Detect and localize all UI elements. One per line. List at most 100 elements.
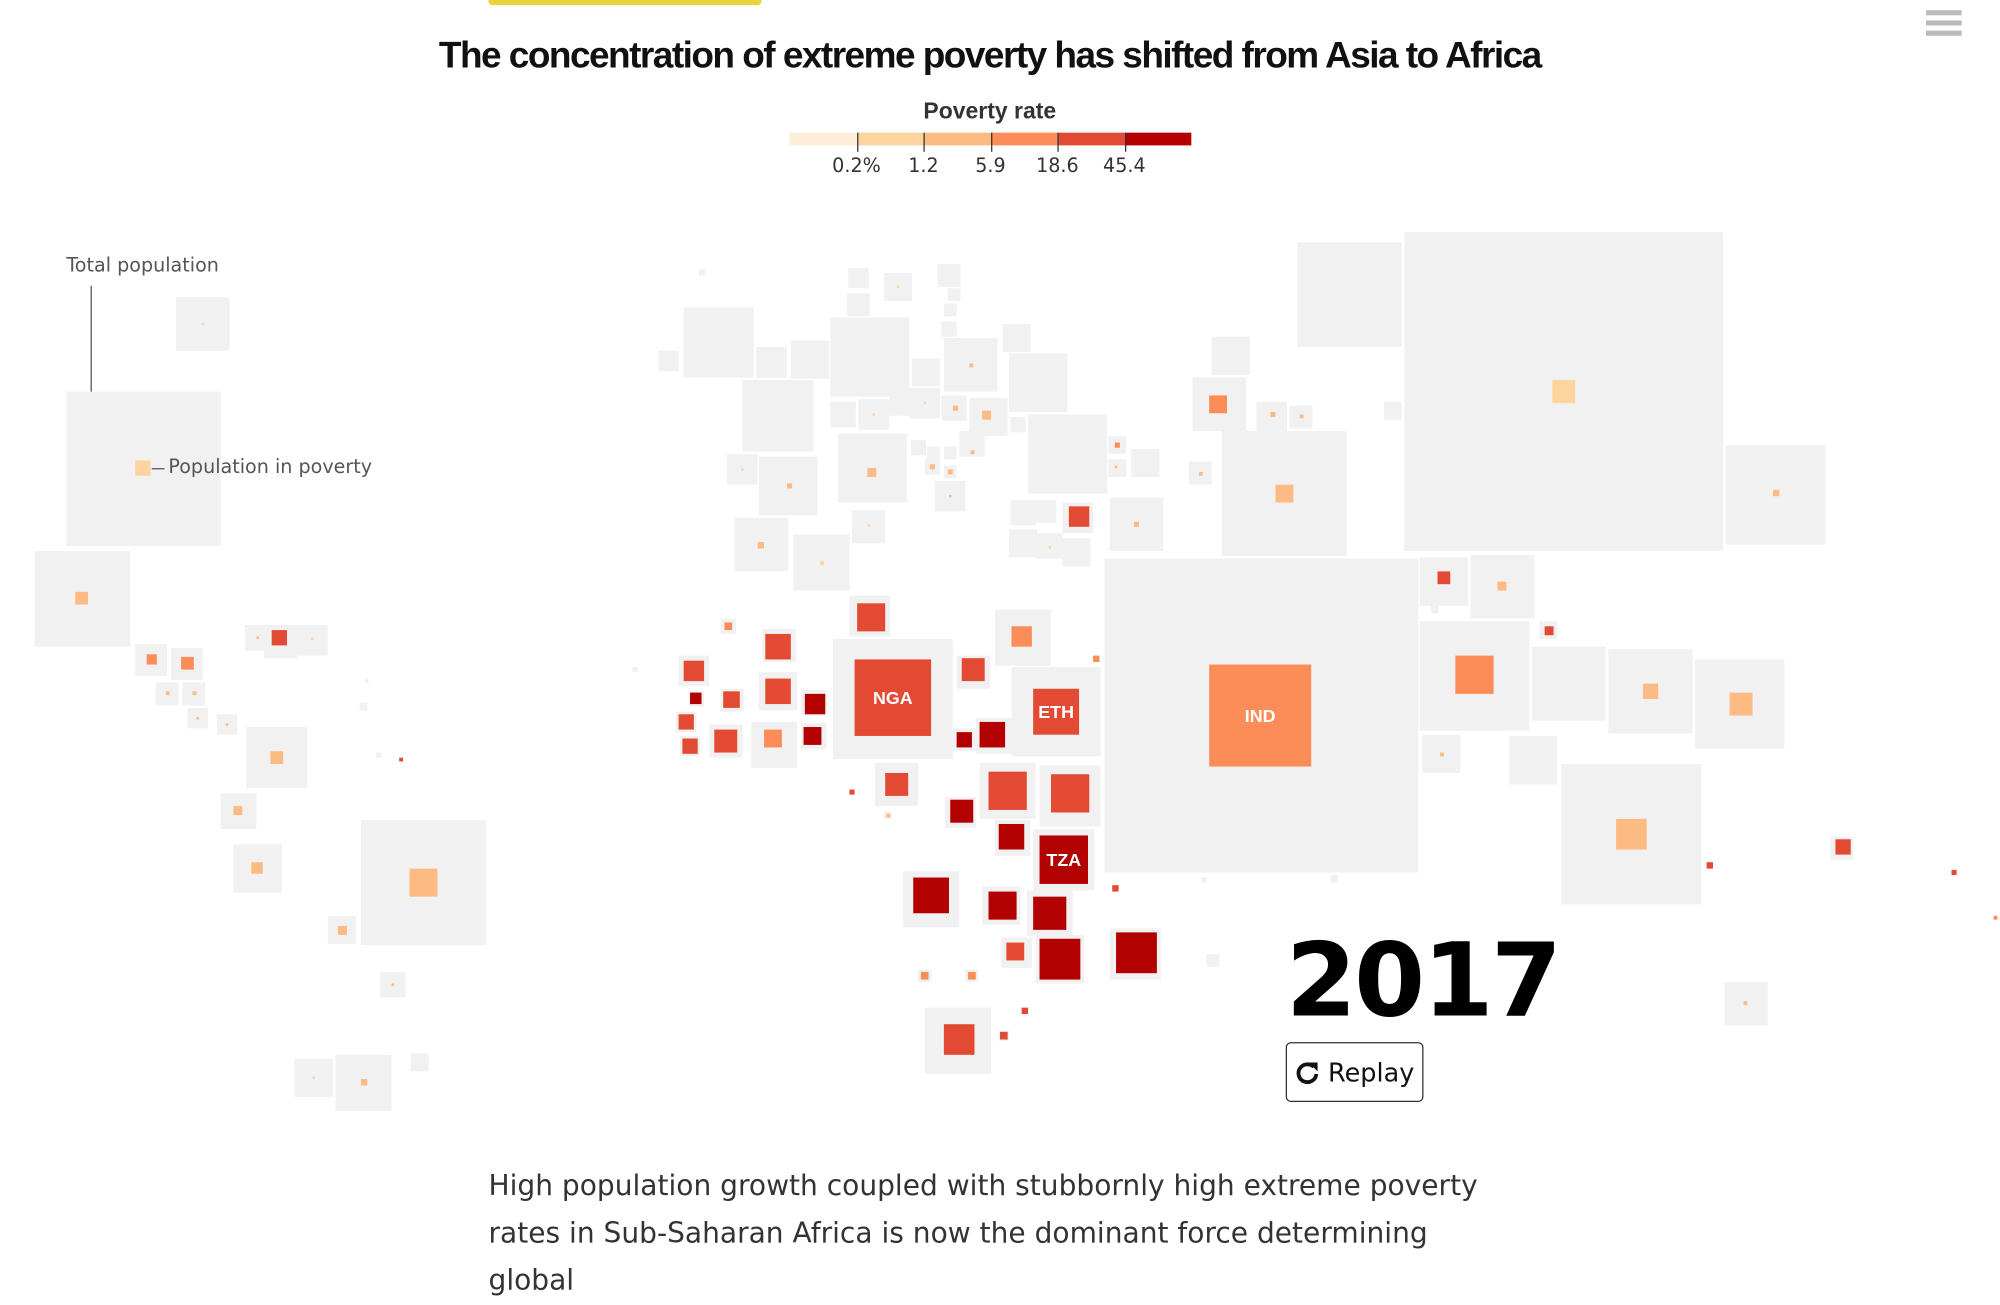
country-tile bbox=[1211, 336, 1250, 375]
poverty-square bbox=[943, 1024, 975, 1055]
poverty-square bbox=[146, 654, 157, 665]
poverty-square bbox=[886, 813, 891, 818]
poverty-square bbox=[1006, 942, 1025, 961]
country-tile bbox=[1010, 417, 1026, 433]
article-line: High population growth coupled with stub… bbox=[488, 1170, 1478, 1203]
poverty-square bbox=[360, 1079, 368, 1086]
redo-arrow-icon bbox=[1296, 1061, 1319, 1084]
country-tile bbox=[297, 624, 328, 656]
poverty-square bbox=[764, 729, 782, 748]
poverty-square bbox=[867, 468, 877, 478]
annotation-line bbox=[151, 468, 165, 470]
country-tile bbox=[911, 358, 941, 387]
country-label: NGA bbox=[873, 687, 913, 708]
poverty-square bbox=[1068, 506, 1090, 527]
section-indicator-bar bbox=[488, 0, 762, 6]
poverty-square bbox=[1835, 839, 1851, 855]
poverty-square bbox=[1039, 835, 1089, 884]
poverty-square bbox=[1011, 626, 1032, 647]
poverty-square bbox=[979, 721, 1006, 748]
legend-swatch bbox=[1057, 132, 1125, 146]
country-tile bbox=[1010, 499, 1036, 526]
poverty-square bbox=[192, 691, 197, 696]
poverty-square bbox=[256, 636, 259, 640]
poverty-square bbox=[1544, 626, 1554, 636]
poverty-square bbox=[1275, 484, 1294, 503]
poverty-square bbox=[968, 971, 976, 980]
replay-button[interactable]: Replay bbox=[1285, 1042, 1424, 1103]
poverty-square bbox=[714, 729, 738, 753]
legend-swatch bbox=[990, 132, 1058, 146]
country-tile bbox=[1256, 401, 1287, 433]
country-tile bbox=[848, 267, 869, 289]
year-label: 2017 bbox=[1285, 920, 1562, 1040]
legend-swatch bbox=[1124, 132, 1192, 146]
poverty-square bbox=[952, 405, 958, 411]
poverty-square bbox=[857, 603, 886, 632]
poverty-square bbox=[923, 401, 927, 405]
poverty-square bbox=[251, 862, 263, 874]
poverty-square bbox=[1642, 683, 1659, 699]
country-tile bbox=[927, 446, 941, 460]
poverty-square bbox=[982, 410, 992, 420]
poverty-square bbox=[409, 868, 438, 897]
poverty-square bbox=[1114, 465, 1118, 469]
poverty-square bbox=[803, 727, 822, 745]
country-tile bbox=[632, 667, 638, 673]
country-tile bbox=[790, 340, 830, 379]
country-label: IND bbox=[1244, 705, 1276, 726]
poverty-square bbox=[1112, 885, 1119, 892]
country-tile bbox=[1201, 877, 1207, 883]
poverty-square bbox=[970, 450, 975, 455]
poverty-square bbox=[885, 772, 909, 796]
country-tile bbox=[742, 380, 814, 452]
poverty-square bbox=[225, 723, 229, 726]
poverty-square bbox=[988, 771, 1027, 810]
poverty-square bbox=[741, 468, 744, 471]
poverty-square bbox=[896, 285, 900, 289]
country-tile bbox=[1131, 448, 1160, 478]
country-tile bbox=[910, 440, 927, 456]
poverty-square bbox=[1033, 688, 1080, 735]
poverty-square bbox=[1497, 581, 1507, 591]
poverty-square bbox=[682, 738, 698, 754]
legend-tick-label: 18.6 bbox=[1036, 154, 1079, 178]
poverty-square bbox=[270, 751, 284, 765]
poverty-square bbox=[929, 464, 935, 470]
poverty-square bbox=[913, 877, 949, 914]
country-tile bbox=[683, 307, 754, 378]
country-tile bbox=[1330, 874, 1338, 883]
chart-title: The concentration of extreme poverty has… bbox=[438, 35, 1542, 77]
poverty-square bbox=[867, 524, 870, 527]
country-tile bbox=[410, 1053, 429, 1072]
hamburger-icon[interactable] bbox=[1926, 10, 1962, 41]
country-tile bbox=[1033, 499, 1057, 523]
legend-color-bar bbox=[789, 132, 1192, 146]
legend-swatch bbox=[856, 132, 924, 146]
legend-title: Poverty rate bbox=[923, 98, 1057, 124]
legend-tick bbox=[856, 132, 858, 152]
poverty-square bbox=[1772, 489, 1780, 497]
poverty-square bbox=[947, 469, 953, 475]
legend-tick-label: 5.9 bbox=[975, 154, 1006, 178]
poverty-square bbox=[1270, 411, 1276, 418]
country-tile bbox=[1062, 538, 1091, 567]
poverty-square bbox=[820, 561, 824, 566]
poverty-square bbox=[765, 633, 791, 660]
poverty-square bbox=[1951, 869, 1957, 875]
poverty-square bbox=[135, 460, 151, 476]
poverty-square bbox=[1116, 932, 1157, 974]
country-tile bbox=[359, 702, 368, 711]
poverty-square bbox=[1093, 655, 1100, 662]
poverty-square bbox=[312, 1076, 316, 1080]
country-tile bbox=[1387, 405, 1396, 414]
article-line: rates in Sub-Saharan Africa is now the d… bbox=[488, 1218, 1428, 1298]
country-tile bbox=[830, 317, 910, 397]
poverty-square bbox=[181, 656, 194, 670]
poverty-square bbox=[757, 542, 765, 549]
poverty-square bbox=[1552, 380, 1576, 404]
poverty-square bbox=[1743, 1001, 1748, 1006]
article-text: High population growth coupled with stub… bbox=[489, 1163, 1509, 1305]
poverty-square bbox=[338, 926, 347, 935]
poverty-square bbox=[1440, 752, 1444, 757]
